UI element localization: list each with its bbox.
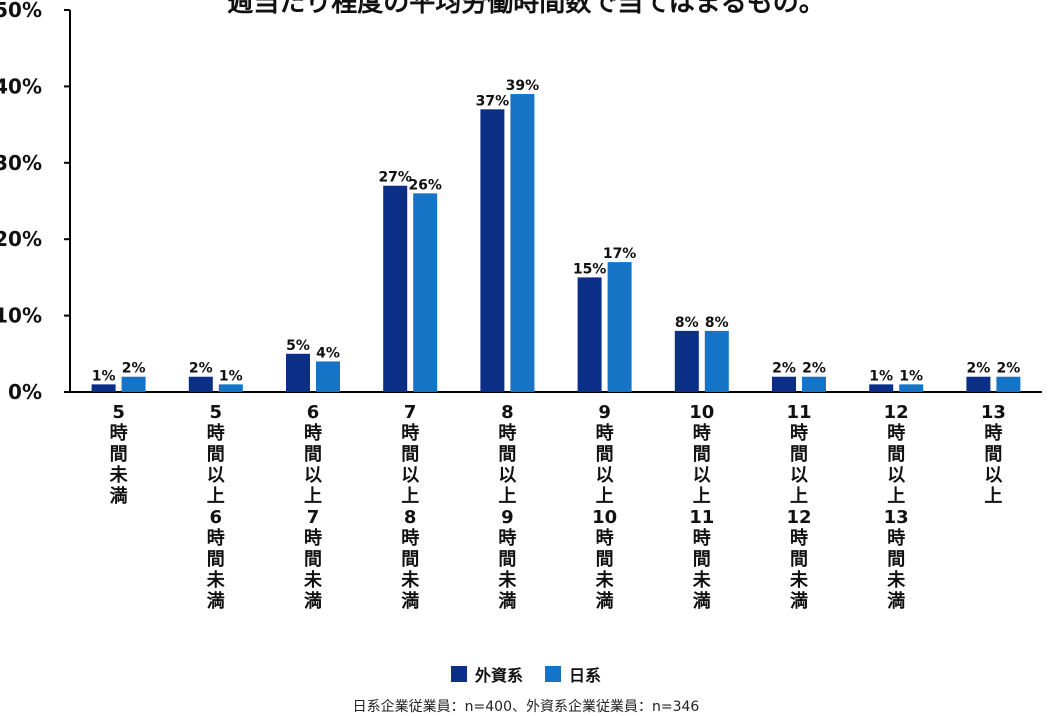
legend-item-foreign: 外資系 (450, 662, 523, 686)
bar-foreign (91, 384, 116, 392)
bar-value-label: 26% (408, 177, 442, 193)
bar-foreign (286, 353, 310, 392)
x-tick-label: 10 時間以上 11 時間未満 (689, 402, 714, 612)
bar-foreign (772, 376, 796, 392)
y-tick-label: 30% (0, 151, 42, 175)
bar-foreign (383, 185, 408, 392)
bar-japanese (510, 94, 535, 392)
bar-foreign (480, 109, 505, 392)
bar-japanese (899, 384, 924, 392)
x-tick-label: 5 時間以上 6 時間未満 (207, 402, 226, 612)
bar-japanese (802, 376, 826, 392)
bar-japanese (218, 384, 243, 392)
x-tick-label: 12 時間以上 13 時間未満 (884, 402, 909, 612)
y-tick-label: 40% (0, 74, 42, 98)
bar-japanese (121, 376, 146, 392)
bar-value-label: 2% (802, 361, 826, 377)
bar-value-label: 37% (476, 93, 510, 109)
bar-japanese (607, 262, 632, 392)
y-tick-label: 50% (0, 0, 42, 22)
bar-foreign (674, 330, 699, 392)
bar-foreign (577, 277, 602, 392)
legend-label-foreign: 外資系 (474, 666, 523, 685)
legend-swatch-foreign (450, 666, 467, 682)
bar-japanese (996, 376, 1021, 392)
bar-value-label: 1% (869, 368, 893, 384)
x-tick-label: 9 時間以上 10 時間未満 (592, 402, 617, 612)
bar-foreign (188, 376, 213, 392)
legend: 外資系 日系 (0, 662, 1052, 686)
bar-value-label: 8% (675, 315, 699, 331)
x-tick-label: 7 時間以上 8 時間未満 (401, 402, 420, 612)
bar-value-label: 27% (378, 170, 412, 186)
bar-value-label: 5% (286, 338, 310, 354)
footnote: 日系企業従業員：n=400、外資系企業従業員：n=346 (352, 699, 700, 715)
y-tick-label: 0% (8, 380, 42, 404)
bar-japanese (316, 361, 340, 392)
x-tick-label: 8 時間以上 9 時間未満 (498, 402, 517, 612)
legend-swatch-japanese (545, 666, 561, 682)
bar-value-label: 2% (189, 361, 213, 377)
bar-value-label: 1% (219, 368, 243, 384)
bar-value-label: 4% (316, 345, 340, 361)
bar-japanese (413, 193, 438, 392)
bar-value-label: 15% (573, 261, 607, 277)
bar-value-label: 2% (997, 361, 1021, 377)
x-tick-label: 11 時間以上 12 時間未満 (786, 402, 811, 612)
bar-value-label: 2% (967, 361, 991, 377)
bar-value-label: 1% (92, 368, 116, 384)
bar-foreign (966, 376, 991, 392)
y-tick-label: 10% (0, 304, 42, 328)
bar-value-label: 2% (772, 361, 796, 377)
x-tick-label: 13 時間以上 (981, 402, 1006, 507)
bar-value-label: 1% (899, 368, 923, 384)
chart-title: 週当たり程度の平均労働時間数で当てはまるもの。 (227, 0, 825, 18)
y-tick-label: 20% (0, 227, 42, 251)
bar-value-label: 8% (705, 315, 729, 331)
bar-japanese (704, 330, 729, 392)
bar-foreign (869, 384, 894, 392)
bar-value-label: 39% (506, 78, 540, 94)
bar-value-label: 17% (603, 246, 637, 262)
x-tick-label: 5 時間未満 (110, 402, 129, 507)
legend-item-japanese: 日系 (545, 662, 601, 686)
legend-label-japanese: 日系 (569, 666, 602, 685)
x-tick-label: 6 時間以上 7 時間未満 (304, 402, 323, 612)
bar-value-label: 2% (122, 361, 146, 377)
